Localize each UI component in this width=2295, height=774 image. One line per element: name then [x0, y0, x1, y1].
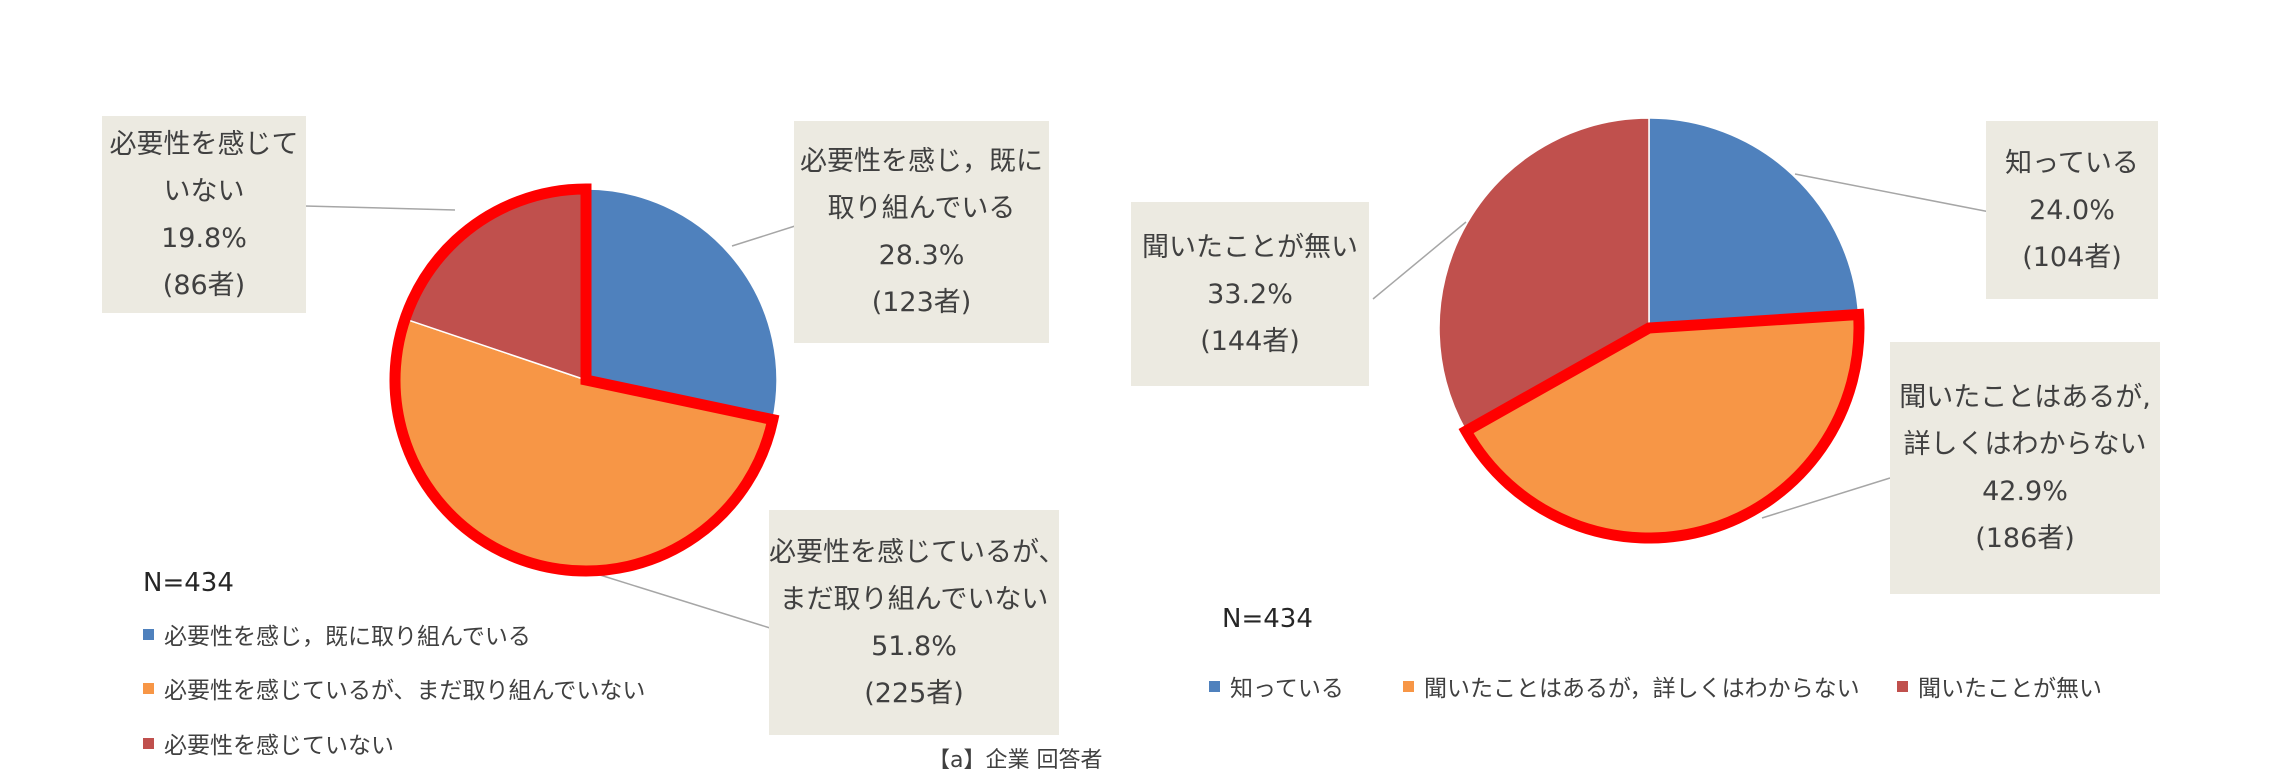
callout-c1-s2-value: 19.8%	[161, 222, 247, 254]
callout-c1-s0-value: 28.3%	[878, 240, 965, 271]
legend-swatch-blue	[1209, 680, 1220, 692]
legend-item-c2-s1: 聞いたことはあるが，詳しくはわからない	[1403, 669, 1860, 703]
callout-c1-s0: 必要性を感じ，既に 取り組んでいる 28.3% (123者)	[794, 121, 1049, 343]
callout-c2-s2-line1: 聞いたことが無い	[1142, 231, 1358, 263]
legend-label: 聞いたことが無い	[1918, 676, 2102, 702]
pie1-highlight-outline	[389, 183, 780, 577]
legend-swatch-orange	[143, 682, 154, 694]
callout-c1-s0-line2: 取り組んでいる	[827, 193, 1016, 224]
leader-line-c1-s2	[304, 205, 456, 211]
charts-canvas	[304, 117, 1991, 629]
pie2-highlight-outline	[1458, 308, 1865, 544]
callout-c1-s1-line2: まだ取り組んでいない	[779, 583, 1049, 615]
legend-label: 聞いたことはあるが，詳しくはわからない	[1424, 676, 1860, 702]
n-label-chart-2: N=434	[1222, 604, 1313, 634]
leader-line-c2-s2	[1372, 221, 1467, 300]
callout-c2-s1-line1: 聞いたことはあるが,	[1899, 382, 2151, 413]
callout-c1-s2: 必要性を感じて いない 19.8% (86者)	[102, 116, 306, 313]
callout-c2-s1-value: 42.9%	[1982, 476, 2068, 507]
legend-swatch-red	[143, 737, 154, 749]
callout-c2-s0-value: 24.0%	[2029, 194, 2115, 226]
pie-chart-1	[389, 183, 780, 577]
leader-line-c2-s1	[1761, 477, 1891, 519]
n-label-chart-1: N=434	[143, 568, 234, 598]
legend-swatch-blue	[143, 628, 154, 640]
callout-c2-s0: 知っている 24.0% (104者)	[1986, 121, 2158, 299]
callout-c1-s1-line1: 必要性を感じているが、	[769, 536, 1066, 568]
callout-c2-s2-count: (144者)	[1200, 325, 1300, 357]
callout-c1-s2-line2: いない	[163, 175, 245, 207]
callout-c1-s0-count: (123者)	[871, 287, 972, 318]
legend-label: 必要性を感じているが、まだ取り組んでいない	[164, 678, 646, 704]
pie2-slice-0	[1648, 117, 1860, 329]
footnote: 【a】企業 回答者	[928, 748, 1103, 773]
callout-c2-s2: 聞いたことが無い 33.2% (144者)	[1131, 202, 1369, 386]
callout-c1-s1: 必要性を感じているが、 まだ取り組んでいない 51.8% (225者)	[769, 510, 1066, 735]
leader-lines	[304, 173, 1991, 629]
legend-item-c2-s0: 知っている	[1209, 669, 1344, 703]
callout-c1-s1-value: 51.8%	[871, 630, 957, 662]
callout-c2-s1-count: (186者)	[1975, 523, 2075, 554]
leader-line-c1-s1	[599, 574, 771, 629]
legend-swatch-orange	[1403, 680, 1414, 692]
callout-c1-s0-line1: 必要性を感じ，既に	[800, 146, 1043, 177]
callout-c1-s2-line1: 必要性を感じて	[109, 128, 299, 160]
legend-label: 知っている	[1230, 676, 1344, 702]
pie1-slice-0	[585, 188, 778, 421]
leader-line-c1-s0	[731, 225, 796, 247]
leader-line-c2-s0	[1794, 173, 1991, 213]
legend-label: 必要性を感じ，既に取り組んでいる	[164, 624, 531, 650]
legend-item-c1-s0: 必要性を感じ，既に取り組んでいる	[143, 617, 531, 651]
legend-item-c1-s1: 必要性を感じているが、まだ取り組んでいない	[143, 671, 645, 705]
callout-c1-s2-count: (86者)	[162, 269, 246, 301]
callout-c2-s0-line1: 知っている	[2005, 147, 2139, 179]
callout-c1-s1-count: (225者)	[864, 677, 964, 709]
callout-c2-s2-value: 33.2%	[1207, 278, 1293, 310]
callout-c2-s0-count: (104者)	[2022, 241, 2122, 273]
callout-c2-s1: 聞いたことはあるが, 詳しくはわからない 42.9% (186者)	[1890, 342, 2160, 594]
legend-item-c2-s2: 聞いたことが無い	[1897, 669, 2102, 703]
legend-swatch-red	[1897, 680, 1908, 692]
callout-c2-s1-line2: 詳しくはわからない	[1903, 429, 2147, 460]
pie-chart-2	[1438, 117, 1865, 544]
